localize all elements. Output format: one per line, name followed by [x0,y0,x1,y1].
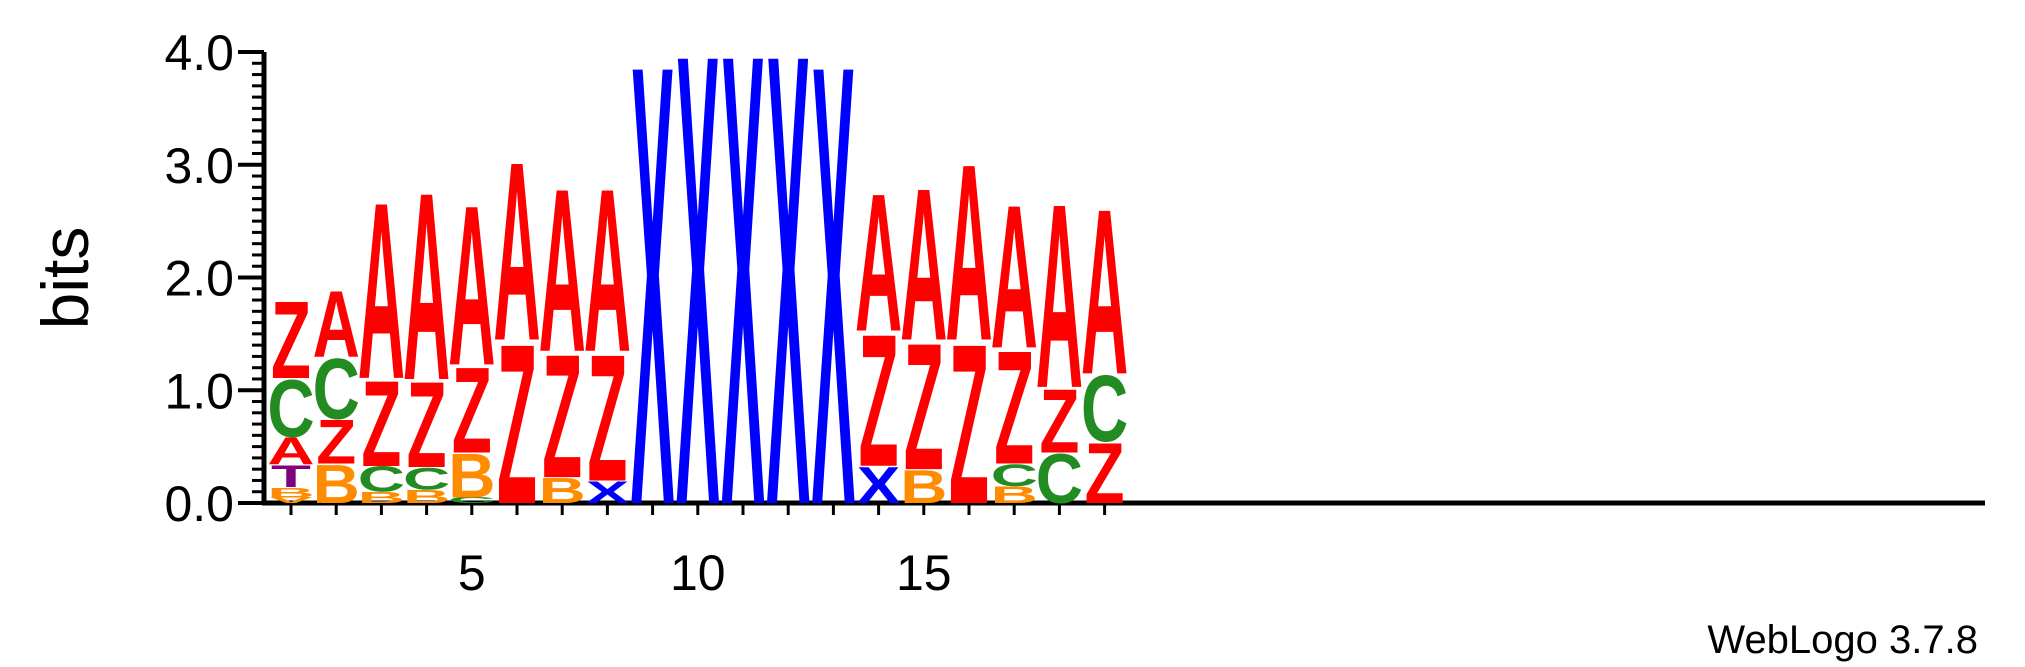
logo-letter-a: A [1036,149,1083,443]
x-ticks: 5 10 15 [289,503,1107,601]
x-tick-label: 15 [896,545,952,601]
logo-letter-z: Z [407,356,447,493]
y-tick-label: 0.0 [164,476,234,532]
y-ticks: 0.0 1.0 2.0 3.0 4.0 [164,25,264,532]
logo-letter-z: Z [361,355,401,492]
logo-letter-x: X [857,456,901,514]
logo-letter-a: A [448,158,495,414]
logo-letter-c: C [1036,440,1083,519]
logo-letter-x: X [631,0,675,637]
logo-letter-x: X [721,0,765,641]
logo-letter-b: B [313,453,360,515]
logo-letter-x: X [812,0,856,637]
logo-letter-a: A [991,163,1038,392]
logo-letter-c: C [313,342,360,438]
logo-letter-c: C [1081,356,1128,462]
logo-letter-z: Z [587,317,627,519]
y-tick-label: 1.0 [164,363,234,419]
logo-letter-a: A [493,109,540,394]
logo-letter-z: Z [271,279,311,402]
logo-letter-x: X [766,0,810,641]
logo-letter-z: Z [949,296,989,552]
x-tick-label: 5 [458,545,486,601]
y-tick-label: 2.0 [164,251,234,307]
logo-letter-z: Z [994,318,1034,499]
logo-letter-x: X [676,0,720,641]
logo-letter-a: A [539,141,586,401]
x-tick-label: 10 [670,545,726,601]
logo-letter-a: A [267,430,314,474]
weblogo-credit: WebLogo 3.7.8 [1707,618,1978,662]
y-tick-label: 4.0 [164,25,234,81]
logo-letter-c: C [991,458,1038,493]
logo-letter-b: B [403,486,450,507]
logo-letter-a: A [584,141,631,401]
logo-letter-b: B [539,471,586,511]
logo-letter-a: A [403,139,450,437]
logo-letter-x: X [586,475,630,510]
logo-letter-a: A [358,151,405,433]
logo-letter-z: Z [1085,426,1125,522]
logo-letter-z: Z [452,341,492,478]
logo-letter-t: T [271,459,311,494]
logo-letter-b: B [358,489,405,507]
logo-letter-a: A [1081,159,1128,423]
logo-letter-b: B [448,440,495,511]
logo-letter-z: Z [859,295,899,506]
logo-letter-z: Z [316,407,356,478]
logo-letter-b: B [267,485,314,501]
logo-letter-a: A [313,272,360,378]
logo-letter-c: C [403,461,450,496]
y-tick-label: 3.0 [164,138,234,194]
logo-letter-a: A [900,144,947,386]
logo-letter-b: B [900,461,947,514]
logo-letter-a: A [855,153,902,373]
logo-letter-c: C [448,496,495,505]
logo-letter-v: V [269,496,313,505]
logo-letter-a: A [945,112,992,394]
logo-letter-b: B [991,482,1038,508]
logo-letter-z: Z [497,296,537,552]
logo-letter-z: Z [904,306,944,508]
logo-letter-c: C [358,460,405,500]
logo-letter-c: C [267,362,314,454]
y-axis-title: bits [28,227,102,330]
logo-letter-z: Z [542,319,582,515]
logo-letter-z: Z [1039,369,1079,471]
